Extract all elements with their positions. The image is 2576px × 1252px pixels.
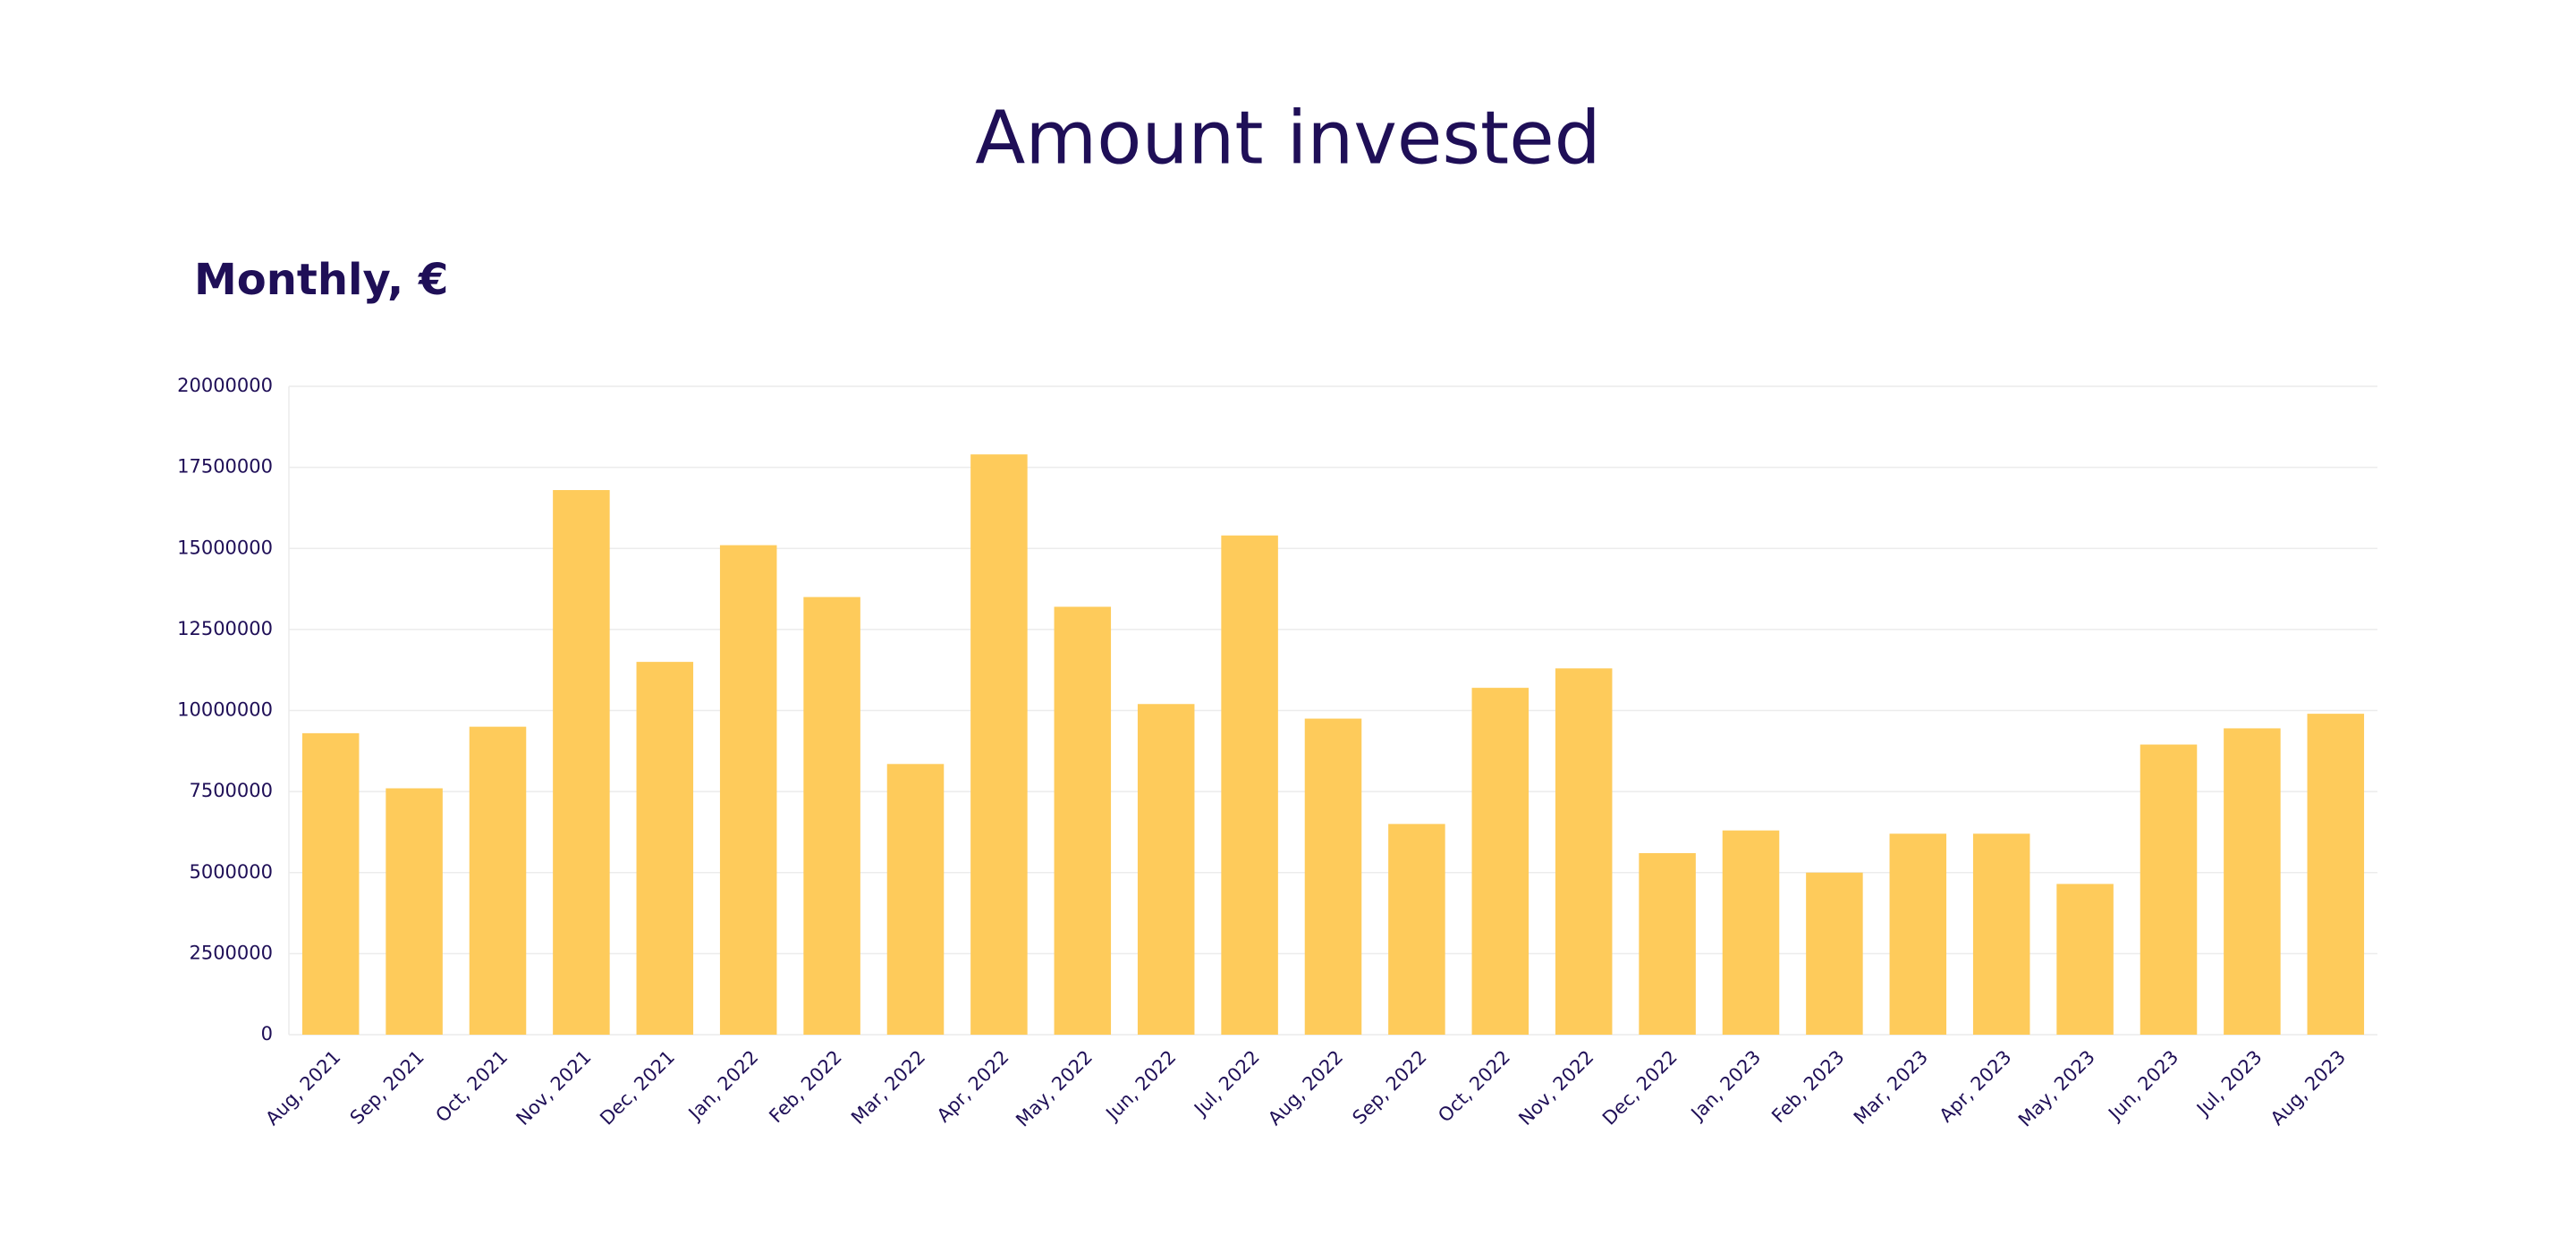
bar <box>2307 714 2365 1035</box>
y-tick-label: 0 <box>261 1023 273 1045</box>
x-tick-label: Jun, 2023 <box>2103 1046 2182 1126</box>
bar <box>553 490 610 1035</box>
y-tick-label: 7500000 <box>189 780 273 801</box>
bar <box>469 726 527 1035</box>
x-tick-label: Mar, 2023 <box>1850 1046 1932 1129</box>
bar <box>1806 872 1863 1035</box>
bar <box>1304 718 1362 1035</box>
x-tick-label: Feb, 2022 <box>765 1046 845 1127</box>
x-tick-label: Jul, 2022 <box>1189 1046 1264 1121</box>
x-tick-label: Sep, 2022 <box>1348 1046 1430 1129</box>
y-tick-label: 15000000 <box>177 537 273 558</box>
x-tick-label: Aug, 2022 <box>1264 1046 1347 1129</box>
bar <box>886 764 945 1035</box>
x-tick-label: Oct, 2022 <box>1434 1046 1514 1127</box>
bar <box>1722 830 1780 1035</box>
x-tick-label: Mar, 2022 <box>847 1046 929 1129</box>
bar <box>1889 833 1947 1035</box>
x-tick-label: May, 2022 <box>1012 1046 1097 1131</box>
bar <box>719 545 777 1035</box>
x-tick-label: Nov, 2022 <box>1514 1046 1597 1129</box>
bar <box>970 454 1028 1035</box>
bar <box>2140 744 2198 1035</box>
x-tick-label: Aug, 2023 <box>2267 1046 2350 1129</box>
x-tick-label: Aug, 2021 <box>261 1046 344 1129</box>
x-tick-label: Jan, 2023 <box>1686 1046 1766 1126</box>
x-tick-label: Dec, 2021 <box>596 1046 679 1129</box>
y-tick-label: 5000000 <box>189 861 273 883</box>
y-tick-label: 17500000 <box>177 456 273 478</box>
bar <box>1639 853 1696 1035</box>
x-tick-label: Sep, 2021 <box>346 1046 428 1129</box>
y-tick-label: 12500000 <box>177 618 273 639</box>
y-tick-label: 10000000 <box>177 699 273 721</box>
bar <box>2224 728 2281 1035</box>
y-tick-label: 20000000 <box>177 375 273 396</box>
x-tick-label: Nov, 2021 <box>512 1046 595 1129</box>
x-tick-label: Apr, 2022 <box>933 1046 1013 1127</box>
bar <box>1972 833 2030 1035</box>
x-tick-label: Oct, 2021 <box>431 1046 512 1127</box>
x-tick-label: Jun, 2022 <box>1101 1046 1181 1126</box>
chart-subtitle: Monthly, € <box>194 255 448 305</box>
x-tick-label: Jan, 2022 <box>683 1046 763 1126</box>
chart-title: Amount invested <box>975 96 1600 181</box>
y-tick-label: 2500000 <box>189 942 273 963</box>
bar <box>1555 668 1613 1035</box>
x-tick-label: Apr, 2023 <box>1936 1046 2016 1127</box>
x-tick-label: May, 2023 <box>2014 1046 2099 1131</box>
bar <box>1221 535 1278 1035</box>
bar <box>1471 688 1530 1035</box>
bar <box>386 788 443 1035</box>
bar <box>301 732 360 1035</box>
x-tick-label: Jul, 2023 <box>2191 1046 2267 1121</box>
bar <box>1054 606 1112 1035</box>
bar <box>2056 884 2114 1035</box>
x-tick-label: Dec, 2022 <box>1598 1046 1682 1129</box>
bar <box>1388 824 1445 1035</box>
bar <box>1137 704 1195 1035</box>
x-tick-label: Feb, 2023 <box>1767 1046 1848 1127</box>
bar <box>803 596 860 1035</box>
bar <box>636 662 694 1035</box>
